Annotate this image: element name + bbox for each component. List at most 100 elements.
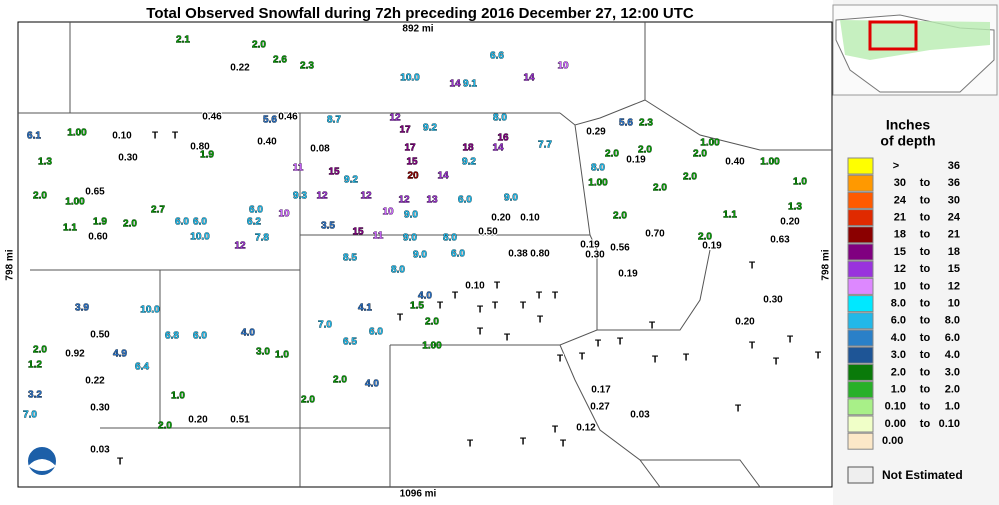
legend-swatch	[847, 346, 874, 364]
station-label: 13	[426, 195, 438, 206]
station-label: 10.0	[140, 305, 160, 316]
station-label: 4.1	[358, 303, 372, 314]
station-label: 3.2	[28, 390, 42, 401]
station-label: 10	[557, 61, 569, 72]
station-label: 10.0	[190, 232, 210, 243]
station-label: 2.0	[693, 149, 707, 160]
station-label: 0.63	[770, 235, 790, 246]
station-label: 11	[373, 231, 384, 242]
border	[644, 99, 832, 151]
legend-swatch	[847, 312, 874, 330]
legend-separator: to	[920, 194, 931, 206]
station-label: 6.0	[451, 249, 465, 260]
station-label: T	[477, 305, 483, 316]
legend-low: 21	[894, 212, 906, 224]
station-label: T	[773, 357, 779, 368]
station-label: 14	[449, 79, 461, 90]
station-label: 0.03	[90, 445, 110, 456]
legend-separator: to	[920, 349, 931, 361]
legend-separator: to	[920, 315, 931, 327]
station-label: T	[504, 333, 510, 344]
station-label: 0.29	[586, 127, 606, 138]
station-label: 12	[360, 191, 372, 202]
station-label: 15	[328, 167, 340, 178]
station-label: 0.46	[202, 112, 222, 123]
station-label: 12	[316, 191, 328, 202]
station-label: 8.0	[591, 163, 605, 174]
station-label: T	[536, 291, 542, 302]
station-label: 14	[437, 171, 449, 182]
station-label: 0.51	[230, 415, 250, 426]
legend-high: 24	[948, 212, 961, 224]
station-label: 6.0	[249, 205, 263, 216]
station-label: 8.7	[327, 115, 341, 126]
station-label: 2.0	[252, 40, 266, 51]
station-label: 0.80	[530, 249, 550, 260]
legend-low: 0.00	[882, 435, 903, 447]
station-label: 2.0	[33, 191, 47, 202]
left-distance: 798 mi	[5, 249, 16, 280]
station-label: 2.3	[639, 118, 653, 129]
legend-high: 18	[948, 246, 960, 258]
station-label: 2.6	[273, 55, 287, 66]
station-label: 0.22	[230, 63, 250, 74]
noaa-logo	[26, 445, 58, 477]
station-label: 1.0	[171, 391, 185, 402]
legend-high: 1.0	[945, 401, 960, 413]
border	[559, 22, 646, 126]
station-label: 6.8	[165, 331, 179, 342]
station-label: 0.56	[610, 243, 630, 254]
legend-low: 30	[894, 177, 906, 189]
station-label: 5.6	[619, 118, 633, 129]
legend-high: 3.0	[945, 366, 960, 378]
station-label: 6.0	[458, 195, 472, 206]
legend-high: 15	[948, 263, 960, 275]
station-label: T	[579, 352, 585, 363]
station-label: T	[452, 291, 458, 302]
station-label: 0.30	[90, 403, 110, 414]
logo-wave	[28, 459, 56, 471]
inset-map	[832, 4, 998, 96]
station-label: T	[152, 131, 158, 142]
station-label: 9.1	[463, 79, 477, 90]
station-label: 5.6	[263, 115, 277, 126]
legend-swatch	[847, 432, 874, 450]
station-label: 2.0	[425, 317, 439, 328]
legend-low: 1.0	[891, 384, 906, 396]
station-label: 0.30	[585, 250, 605, 261]
legend-swatch	[847, 174, 874, 192]
legend-high: 0.10	[939, 418, 960, 430]
legend-separator: to	[920, 280, 931, 292]
station-label: 2.0	[653, 183, 667, 194]
map-frame	[17, 21, 833, 488]
station-label: 6.0	[175, 217, 189, 228]
legend-swatch	[847, 260, 874, 278]
title: Total Observed Snowfall during 72h prece…	[146, 5, 694, 22]
station-label: 0.30	[118, 153, 138, 164]
legend-swatch	[847, 209, 874, 227]
station-label: 8.0	[443, 233, 457, 244]
legend-high: 36	[948, 177, 960, 189]
legend-high: 12	[948, 280, 960, 292]
station-label: T	[437, 301, 443, 312]
station-label: 0.27	[590, 402, 610, 413]
station-label: T	[815, 351, 821, 362]
station-label: 12	[234, 241, 246, 252]
legend-separator: to	[920, 177, 931, 189]
station-label: T	[520, 301, 526, 312]
station-label: 2.0	[638, 145, 652, 156]
station-label: 9.0	[403, 233, 417, 244]
legend-swatch	[847, 191, 874, 209]
legend-low: 12	[894, 263, 906, 275]
legend-high: 8.0	[945, 315, 960, 327]
station-label: 0.19	[618, 269, 638, 280]
station-label: T	[552, 425, 558, 436]
station-label: T	[787, 335, 793, 346]
station-label: 1.9	[200, 150, 214, 161]
station-label: 18	[462, 143, 474, 154]
legend-separator: to	[920, 246, 931, 258]
station-label: T	[494, 281, 500, 292]
station-label: 3.0	[256, 347, 270, 358]
legend-title: of depth	[880, 133, 935, 149]
